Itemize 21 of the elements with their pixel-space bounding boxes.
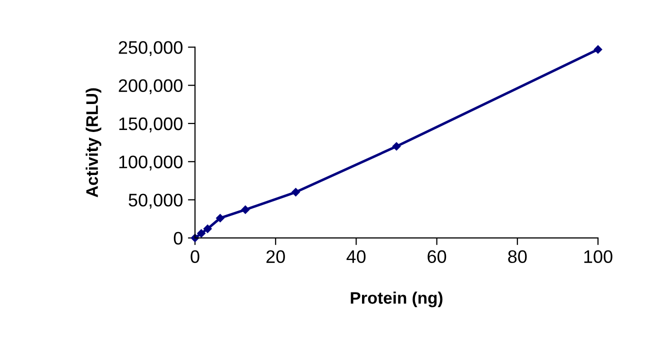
x-axis-title: Protein (ng) (350, 292, 442, 308)
point (594, 45, 602, 54)
point (392, 142, 401, 151)
x-tick-label: 0 (190, 250, 200, 264)
x-tick-label: 40 (346, 250, 366, 264)
y-tick-label: 50,000 (128, 194, 182, 209)
point (241, 206, 250, 214)
y-tick-label: 200,000 (118, 79, 182, 94)
x-tick-label: 20 (266, 250, 285, 264)
y-axis-title: Activity (RLU) (86, 88, 102, 198)
y-tick-label: 250,000 (118, 41, 182, 56)
point (216, 214, 224, 222)
point (292, 188, 300, 196)
x-tick-label: 60 (428, 250, 446, 264)
y-tick-label: 150,000 (119, 117, 182, 132)
point (197, 229, 206, 238)
y-tick-label: 0 (174, 232, 182, 245)
x-tick-label: 80 (508, 250, 527, 264)
y-tick-label: 100,000 (119, 156, 182, 170)
point (203, 224, 212, 233)
x-tick-label: 100 (584, 250, 612, 264)
